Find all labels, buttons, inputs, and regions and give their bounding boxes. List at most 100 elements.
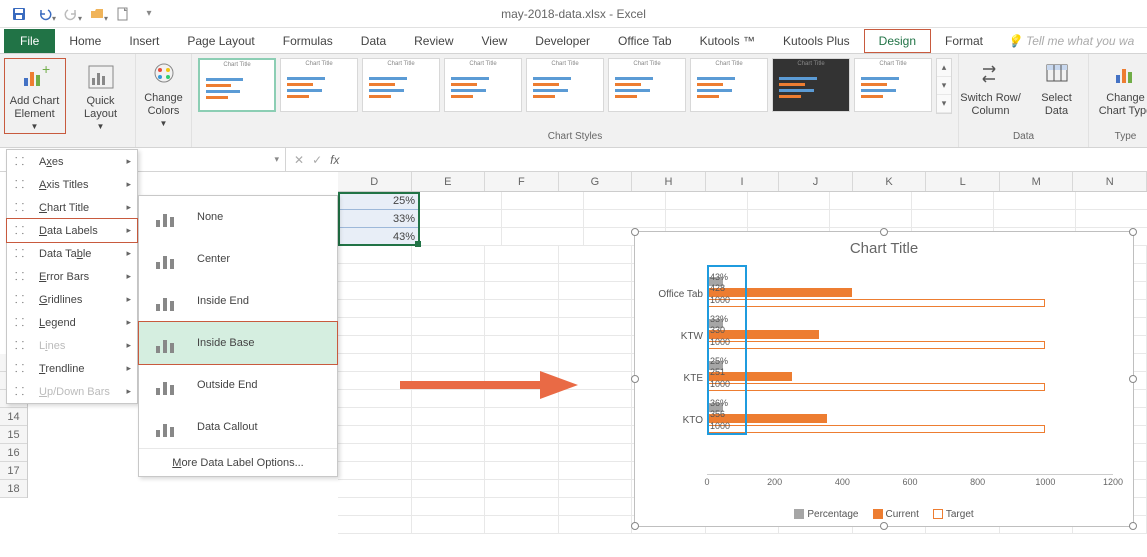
tab-office-tab[interactable]: Office Tab — [604, 29, 686, 53]
data-label[interactable]: 330 — [710, 325, 725, 335]
chart-style-thumb[interactable]: Chart Title — [280, 58, 358, 112]
row-header[interactable]: 16 — [0, 444, 27, 462]
chart-style-thumb[interactable]: Chart Title — [608, 58, 686, 112]
resize-handle[interactable] — [880, 228, 888, 236]
column-header[interactable]: L — [926, 172, 1000, 191]
change-chart-type-button[interactable]: Change Chart Type — [1095, 58, 1147, 117]
tab-review[interactable]: Review — [400, 29, 467, 53]
enter-icon[interactable]: ✓ — [312, 153, 322, 167]
menu-item-legend[interactable]: ⸬Legend▸ — [7, 311, 137, 334]
data-label[interactable]: 36% — [710, 398, 728, 408]
menu-item-data-table[interactable]: ⸬Data Table▸ — [7, 242, 137, 265]
menu-item-data-labels[interactable]: ⸬Data Labels▸ — [6, 218, 138, 243]
cell-d4[interactable]: 43% — [338, 228, 420, 246]
menu-item-chart-title[interactable]: ⸬Chart Title▸ — [7, 196, 137, 219]
redo-icon[interactable]: ▾ — [58, 3, 84, 25]
chart-style-thumb[interactable]: Chart Title — [198, 58, 276, 112]
menu-item-error-bars[interactable]: ⸬Error Bars▸ — [7, 265, 137, 288]
resize-handle[interactable] — [631, 522, 639, 530]
column-header[interactable]: M — [1000, 172, 1074, 191]
menu-item-trendline[interactable]: ⸬Trendline▸ — [7, 357, 137, 380]
data-label-option-none[interactable]: None — [139, 196, 337, 238]
column-header[interactable]: J — [779, 172, 853, 191]
chart-style-thumb[interactable]: Chart Title — [854, 58, 932, 112]
menu-item-axis-titles[interactable]: ⸬Axis Titles▸ — [7, 173, 137, 196]
undo-icon[interactable]: ▾ — [32, 3, 58, 25]
chart-style-thumb[interactable]: Chart Title — [772, 58, 850, 112]
row-header[interactable]: 17 — [0, 462, 27, 480]
tab-page-layout[interactable]: Page Layout — [173, 29, 268, 53]
data-label-option-inside-end[interactable]: Inside End — [139, 280, 337, 322]
menu-item-gridlines[interactable]: ⸬Gridlines▸ — [7, 288, 137, 311]
data-label-option-data-callout[interactable]: Data Callout — [139, 406, 337, 448]
column-header[interactable]: H — [632, 172, 706, 191]
tab-format[interactable]: Format — [931, 29, 997, 53]
add-chart-element-button[interactable]: + Add Chart Element ▼ — [4, 58, 66, 134]
resize-handle[interactable] — [631, 228, 639, 236]
data-label[interactable]: 428 — [710, 283, 725, 293]
tab-view[interactable]: View — [468, 29, 522, 53]
file-tab[interactable]: File — [4, 29, 55, 53]
column-header[interactable]: I — [706, 172, 780, 191]
change-colors-button[interactable]: Change Colors ▼ — [133, 58, 195, 128]
data-label[interactable]: 33% — [710, 314, 728, 324]
fx-icon[interactable]: fx — [330, 153, 339, 167]
resize-handle[interactable] — [631, 375, 639, 383]
resize-handle[interactable] — [1129, 228, 1137, 236]
resize-handle[interactable] — [1129, 375, 1137, 383]
name-box[interactable] — [138, 148, 286, 171]
row-header[interactable]: 18 — [0, 480, 27, 498]
tab-design[interactable]: Design — [864, 29, 931, 53]
bar-target[interactable] — [707, 341, 1045, 349]
menu-item-axes[interactable]: ⸬Axes▸ — [7, 150, 137, 173]
column-header[interactable]: G — [559, 172, 633, 191]
data-label-option-center[interactable]: Center — [139, 238, 337, 280]
tab-data[interactable]: Data — [347, 29, 400, 53]
chart-styles-gallery[interactable]: Chart TitleChart TitleChart TitleChart T… — [198, 58, 952, 114]
data-label[interactable]: 1000 — [710, 295, 730, 305]
open-folder-icon[interactable]: ▾ — [84, 3, 110, 25]
data-label[interactable]: 43% — [710, 272, 728, 282]
data-label-option-outside-end[interactable]: Outside End — [139, 364, 337, 406]
column-header[interactable]: F — [485, 172, 559, 191]
data-label-option-inside-base[interactable]: Inside Base — [138, 321, 338, 365]
new-doc-icon[interactable] — [110, 3, 136, 25]
chart-style-thumb[interactable]: Chart Title — [444, 58, 522, 112]
row-header[interactable]: 14 — [0, 408, 27, 426]
bar-target[interactable] — [707, 299, 1045, 307]
chart-plot-area[interactable]: Office Tab43%4281000KTW33%3301000KTE25%2… — [707, 263, 1113, 463]
chart-style-thumb[interactable]: Chart Title — [690, 58, 768, 112]
tab-formulas[interactable]: Formulas — [269, 29, 347, 53]
chart-title[interactable]: Chart Title — [635, 232, 1133, 263]
chart-styles-more[interactable]: ▴▾▾ — [936, 58, 952, 114]
data-label[interactable]: 356 — [710, 409, 725, 419]
chart-style-thumb[interactable]: Chart Title — [362, 58, 440, 112]
more-data-label-options[interactable]: More Data Label Options... — [139, 448, 337, 476]
column-header[interactable]: D — [338, 172, 412, 191]
data-label[interactable]: 251 — [710, 367, 725, 377]
data-label[interactable]: 1000 — [710, 379, 730, 389]
qat-more-icon[interactable]: ▾ — [136, 3, 162, 25]
embedded-chart[interactable]: Chart Title Office Tab43%4281000KTW33%33… — [634, 231, 1134, 527]
cell-d3[interactable]: 33% — [338, 210, 420, 228]
tab-insert[interactable]: Insert — [115, 29, 173, 53]
chart-style-thumb[interactable]: Chart Title — [526, 58, 604, 112]
column-header[interactable]: E — [412, 172, 486, 191]
quick-layout-button[interactable]: Quick Layout ▼ — [70, 58, 132, 134]
select-data-button[interactable]: Select Data — [1026, 58, 1088, 117]
column-header[interactable]: N — [1073, 172, 1147, 191]
tab-developer[interactable]: Developer — [521, 29, 604, 53]
cell-d2[interactable]: 25% — [338, 192, 420, 210]
switch-row-column-button[interactable]: Switch Row/ Column — [960, 58, 1022, 117]
tab-kutools[interactable]: Kutools ™ — [686, 29, 769, 53]
tab-home[interactable]: Home — [55, 29, 115, 53]
data-label[interactable]: 1000 — [710, 337, 730, 347]
cancel-icon[interactable]: ✕ — [294, 153, 304, 167]
tab-kutools-plus[interactable]: Kutools Plus — [769, 29, 864, 53]
bar-target[interactable] — [707, 383, 1045, 391]
save-icon[interactable] — [6, 3, 32, 25]
tell-me-search[interactable]: 💡Tell me what you wa — [997, 29, 1144, 53]
data-label[interactable]: 25% — [710, 356, 728, 366]
resize-handle[interactable] — [880, 522, 888, 530]
row-header[interactable]: 15 — [0, 426, 27, 444]
